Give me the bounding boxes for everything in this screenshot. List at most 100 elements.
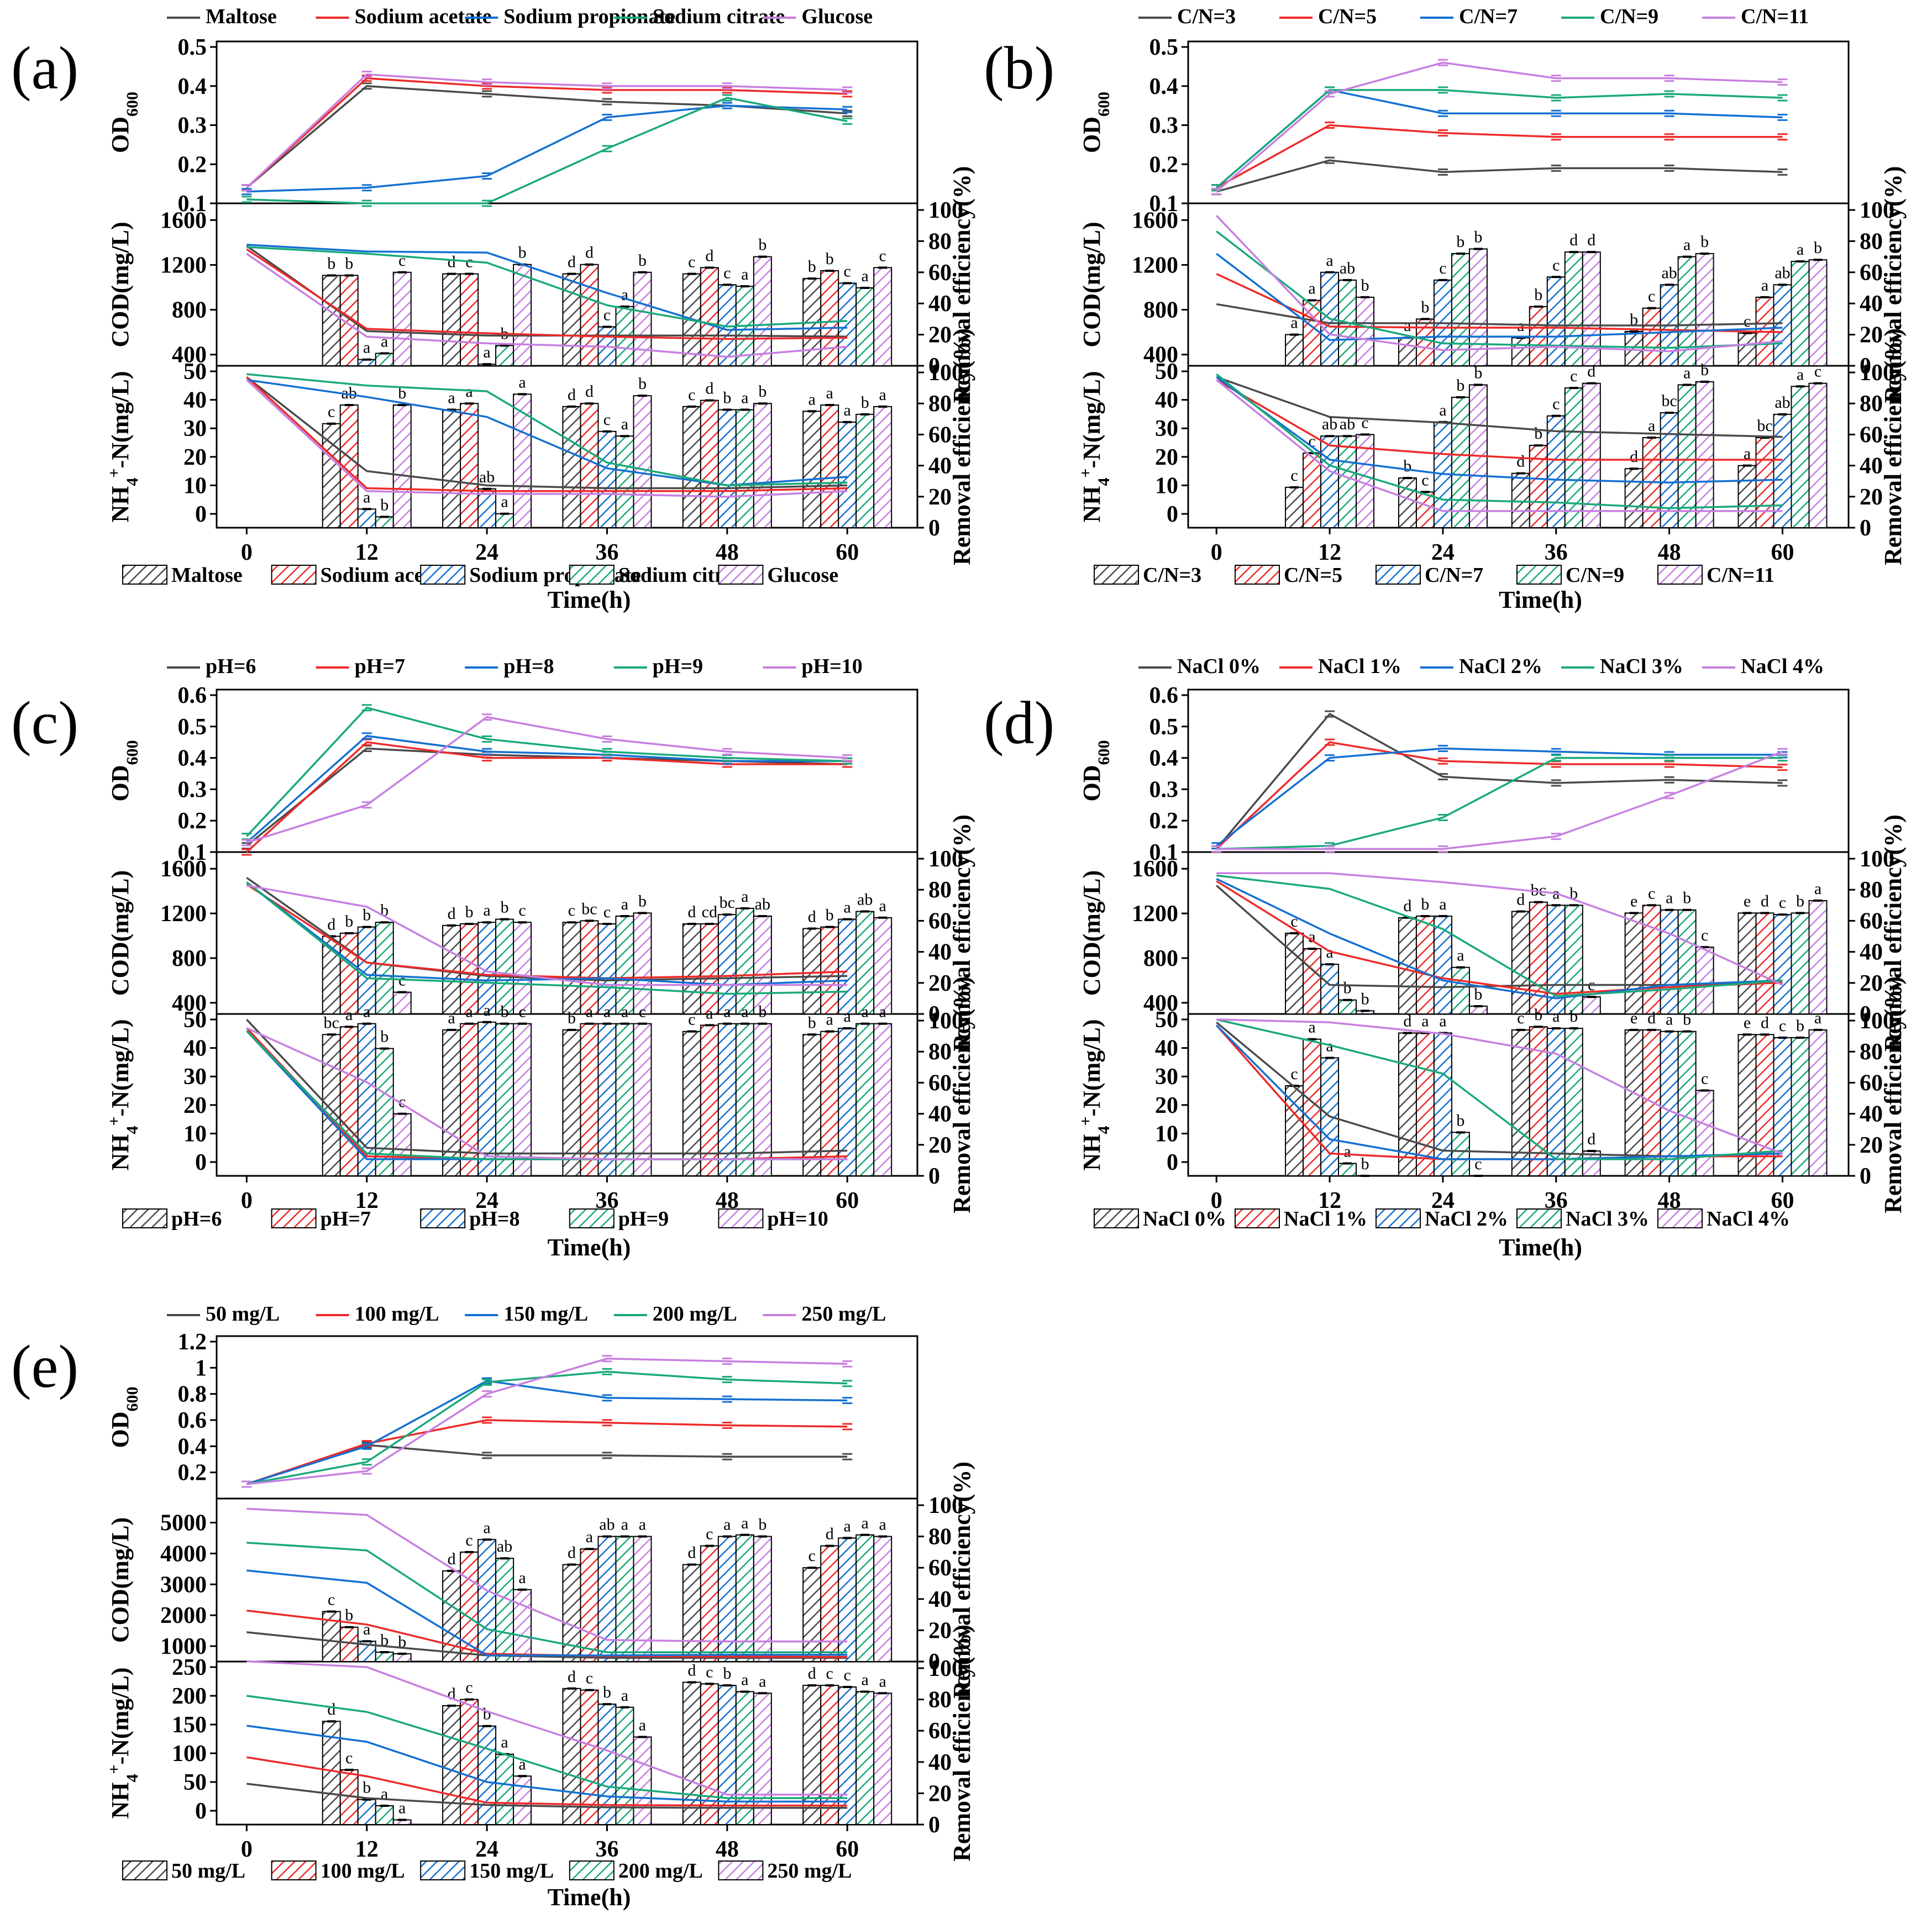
od-line [246, 735, 848, 844]
cod-bar [495, 918, 514, 1015]
x-axis-label: Time(h) [1499, 1234, 1582, 1261]
y-tick-label: 800 [172, 946, 207, 971]
cod-line [1216, 877, 1783, 1000]
nh-bar [477, 488, 497, 528]
nh-bar [855, 1691, 875, 1825]
nh-sig-label: e [1744, 1013, 1751, 1032]
nh-sig-label: a [1666, 1011, 1673, 1029]
nh-bar [1398, 477, 1417, 529]
cod-bar [322, 275, 341, 366]
cod-sig-label: a [1761, 276, 1768, 295]
cod-sig-label: b [327, 254, 335, 272]
nh-bar [802, 1685, 822, 1825]
cod-sig-label: a [879, 1516, 886, 1534]
nh-sig-label: a [518, 373, 526, 391]
panel-tag: (b) [984, 34, 1054, 102]
nh-bar [753, 403, 772, 529]
cod-sig-label: b [465, 903, 474, 921]
legend-bottom-label: Glucose [767, 564, 838, 587]
cod-bar [1398, 337, 1417, 366]
cod-bar [873, 267, 893, 366]
nh-sig-label: a [448, 1009, 455, 1027]
legend-swatch [718, 1860, 764, 1880]
legend-swatch [1516, 565, 1562, 585]
cod-sig-label: a [363, 339, 370, 357]
nh-sig-label: d [568, 386, 576, 404]
od-line [1216, 61, 1783, 193]
od-line [246, 1380, 848, 1485]
x-tick-label: 0 [1211, 1188, 1222, 1213]
y2-tick-label: 40 [928, 940, 952, 965]
nh-bar [1808, 1029, 1828, 1176]
nh-sig-label: a [741, 1003, 748, 1021]
nh-label-pre: NH [1078, 1134, 1105, 1171]
y2-tick-label: 40 [1860, 1102, 1883, 1127]
cod-bar [495, 345, 514, 367]
nh-bar [513, 1023, 532, 1176]
y-tick-label: 1200 [1132, 901, 1178, 927]
y2-axis-label: Removal efficiency(%) [948, 1625, 975, 1862]
nh-sig-label: e [1630, 1009, 1637, 1027]
y2-tick-label: 20 [928, 485, 952, 510]
y-tick-label: 0.5 [1149, 714, 1179, 740]
nh-sig-label: a [844, 401, 851, 419]
y-tick-label: 3000 [160, 1572, 207, 1597]
cod-bar [1624, 912, 1644, 1015]
panel-b: (b) C/N=3 C/N=5 C/N=7 C/N=9 C/N=11 0.1 0.2 0.3 0.… [984, 5, 1907, 613]
nh-sig-label: a [862, 1003, 869, 1021]
nh-axis-label: NH4+-N(mg/L) [105, 371, 141, 522]
legend-bottom-label: C/N=7 [1425, 564, 1483, 587]
y-tick-label: 1600 [160, 856, 207, 882]
od-line [1216, 750, 1783, 850]
nh-bar [1564, 387, 1583, 528]
legend-label: NaCl 4% [1741, 655, 1824, 678]
y-tick-label: 50 [1155, 1007, 1178, 1033]
cod-sig-label: c [603, 903, 611, 921]
cod-sig-label: e [1630, 892, 1637, 910]
nh-line [246, 376, 848, 492]
y-tick-label: 0.1 [178, 840, 207, 865]
cod-bar [735, 907, 754, 1015]
nh-sig-label: c [465, 1679, 473, 1697]
cod-sig-label: a [1404, 317, 1411, 335]
cod-bar [717, 914, 737, 1015]
nh-sig-label: c [398, 1093, 406, 1111]
od-axis-label-main: OD [107, 117, 134, 153]
y2-axis-label: Removal efficiency(%) [1880, 976, 1907, 1213]
nh-label-post: -N(mg/L) [107, 371, 134, 468]
od-axis-label: OD600 [107, 740, 141, 802]
cod-line [1216, 253, 1783, 341]
legend-label: pH=6 [206, 655, 256, 678]
x-tick-label: 48 [716, 1837, 739, 1862]
cod-sig-label: a [363, 1620, 370, 1638]
nh-bar [513, 1775, 532, 1826]
nh-sig-label: a [621, 1686, 628, 1705]
y2-axis-label: Removal efficiency(%) [948, 976, 975, 1213]
nh-line [246, 376, 848, 490]
nh-sig-label: a [398, 1799, 406, 1817]
cod-sig-label: b [501, 898, 509, 917]
y-tick-label: 0.1 [1149, 191, 1179, 217]
nh-bar [820, 1031, 839, 1177]
cod-sig-label: c [1648, 287, 1655, 306]
cod-bar [615, 915, 634, 1015]
cod-sig-label: b [398, 1633, 406, 1651]
y2-axis-label: Removal efficiency(%) [948, 328, 975, 565]
nh-line [246, 1027, 848, 1160]
y-tick-label: 0.2 [178, 1460, 207, 1486]
y2-axis-label: Removal efficiency(%) [1880, 814, 1907, 1052]
nh-sig-label: a [844, 1007, 851, 1026]
legend-bottom-label: NaCl 0% [1143, 1207, 1226, 1231]
legend-bottom-label: C/N=3 [1143, 564, 1201, 587]
y2-tick-label: 0 [1860, 1164, 1871, 1189]
cod-sig-label: a [1308, 928, 1315, 946]
y-tick-label: 20 [1155, 1093, 1178, 1118]
cod-sig-label: a [518, 1569, 526, 1587]
nh-label-pre: NH [107, 1783, 134, 1819]
panel-c: (c) pH=6 pH=7 pH=8 pH=9 pH=10 0.1 0.2 0.3 0.4 0.5 0… [11, 655, 975, 1261]
nh-sig-label: c [844, 1666, 851, 1684]
cod-sig-label: c [465, 1531, 473, 1549]
nh-sig-label: c [328, 403, 335, 421]
nh-bar [1320, 435, 1340, 529]
y2-tick-label: 100 [1860, 1008, 1894, 1034]
